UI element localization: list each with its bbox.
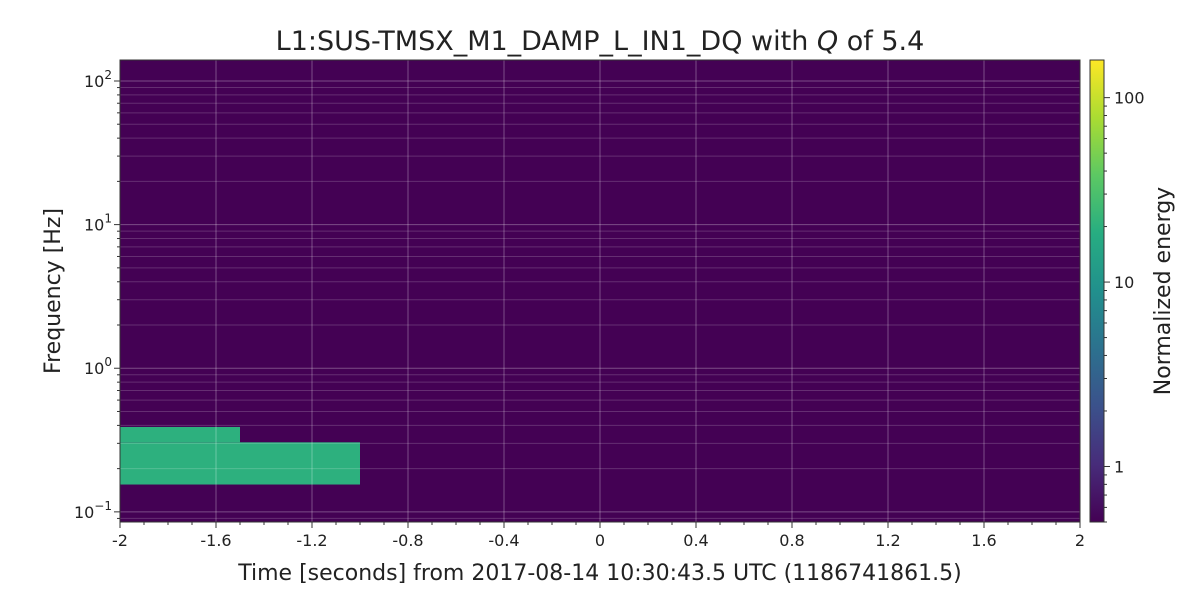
chart-title-suffix: of 5.4 [838,26,924,57]
chart-title-q-symbol: Q [817,26,838,57]
energy-tile [120,442,360,485]
x-tick-label: -2 [112,531,128,550]
chart-title: L1:SUS-TMSX_M1_DAMP_L_IN1_DQ with Q of 5… [276,26,925,57]
y-tick-base: 10 [84,72,104,91]
y-tick-exponent: 2 [104,68,112,82]
x-tick-label: 0 [595,531,605,550]
energy-tile [120,426,240,443]
y-tick-base: 10 [84,216,104,235]
y-tick-label: 10−1 [74,499,112,522]
chart-title-prefix: L1:SUS-TMSX_M1_DAMP_L_IN1_DQ with [276,26,817,57]
y-tick-exponent: −1 [94,499,112,513]
energy-tiles [120,426,360,485]
colorbar-ticks: 1 10 100 [1104,89,1145,523]
plot-area [120,60,1080,522]
x-tick-label: -0.4 [488,531,519,550]
x-tick-label: -0.8 [392,531,423,550]
x-tick-label: -1.6 [200,531,231,550]
x-tick-label: 2 [1075,531,1085,550]
colorbar-tick-label: 100 [1114,89,1145,108]
x-tick-label: 1.2 [875,531,900,550]
y-tick-exponent: 0 [104,355,112,369]
y-tick-label: 100 [84,355,112,378]
x-axis-ticks: -2 -1.6 -1.2 -0.8 -0.4 0 0.4 0.8 1.2 1.6 2 [112,522,1085,550]
colorbar-tick-label: 1 [1114,457,1124,476]
x-tick-label: -1.2 [296,531,327,550]
x-tick-label: 0.8 [779,531,804,550]
x-axis-label: Time [seconds] from 2017-08-14 10:30:43.… [237,561,961,586]
y-tick-label: 101 [84,212,112,235]
x-tick-label: 0.4 [683,531,708,550]
y-tick-base: 10 [84,359,104,378]
grid-lines [120,60,1080,522]
colorbar: 1 10 100 Normalized energy [1089,59,1176,523]
y-tick-base: 10 [74,503,94,522]
y-tick-label: 102 [84,68,112,91]
colorbar-label: Normalized energy [1151,187,1176,395]
colorbar-gradient [1090,60,1104,522]
y-tick-exponent: 1 [104,212,112,226]
colorbar-tick-label: 10 [1114,273,1134,292]
y-axis-label: Frequency [Hz] [41,208,66,374]
x-tick-label: 1.6 [971,531,996,550]
